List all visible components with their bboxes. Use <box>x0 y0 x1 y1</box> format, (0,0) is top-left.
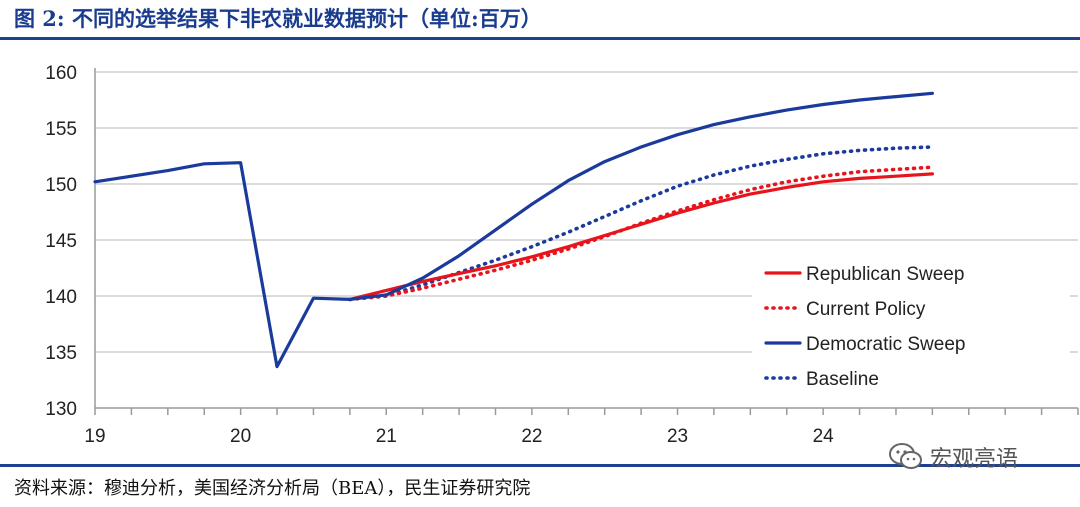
series-lines <box>93 91 935 369</box>
y-tick-150: 150 <box>45 175 77 196</box>
y-tick-130: 130 <box>45 399 77 420</box>
x-tick-20: 20 <box>230 426 251 447</box>
watermark-text: 宏观亮语 <box>930 447 1019 472</box>
x-tick-22: 22 <box>521 426 542 447</box>
y-tick-140: 140 <box>45 287 77 308</box>
title-rule <box>0 37 1080 40</box>
legend-box <box>752 248 1070 398</box>
x-tick-23: 23 <box>667 426 688 447</box>
legend-label-baseline: Baseline <box>806 369 879 390</box>
axes <box>94 68 1079 415</box>
y-tick-145: 145 <box>45 231 77 252</box>
source-note: 资料来源：穆迪分析，美国经济分析局（BEA），民生证券研究院 <box>14 478 531 499</box>
y-tick-155: 155 <box>45 119 77 140</box>
x-tick-21: 21 <box>376 426 397 447</box>
watermark: 宏观亮语 <box>888 441 1018 473</box>
wechat-icon <box>889 443 922 469</box>
line-chart: 160 155 150 145 140 135 130 19 20 21 22 23 24 Repub… <box>45 63 1079 447</box>
series-line-democratic-sweep <box>93 91 935 369</box>
source-rule <box>0 464 1080 467</box>
figure-title: 图 2: 不同的选举结果下非农就业数据预计（单位:百万） <box>14 6 542 31</box>
grid-lines <box>95 71 1078 353</box>
y-tick-135: 135 <box>45 343 77 364</box>
x-tick-19: 19 <box>84 426 105 447</box>
legend-label-current-policy: Current Policy <box>806 299 926 320</box>
series-line-republican-sweep <box>348 172 935 301</box>
legend: Republican Sweep Current Policy Democratic… <box>752 248 1070 398</box>
x-tick-24: 24 <box>813 426 835 447</box>
legend-label-republican-sweep: Republican Sweep <box>806 264 964 285</box>
legend-label-democratic-sweep: Democratic Sweep <box>806 334 965 355</box>
y-tick-labels: 160 155 150 145 140 135 130 <box>45 63 77 420</box>
x-tick-labels: 19 20 21 22 23 24 <box>84 426 834 447</box>
y-tick-160: 160 <box>45 63 77 84</box>
